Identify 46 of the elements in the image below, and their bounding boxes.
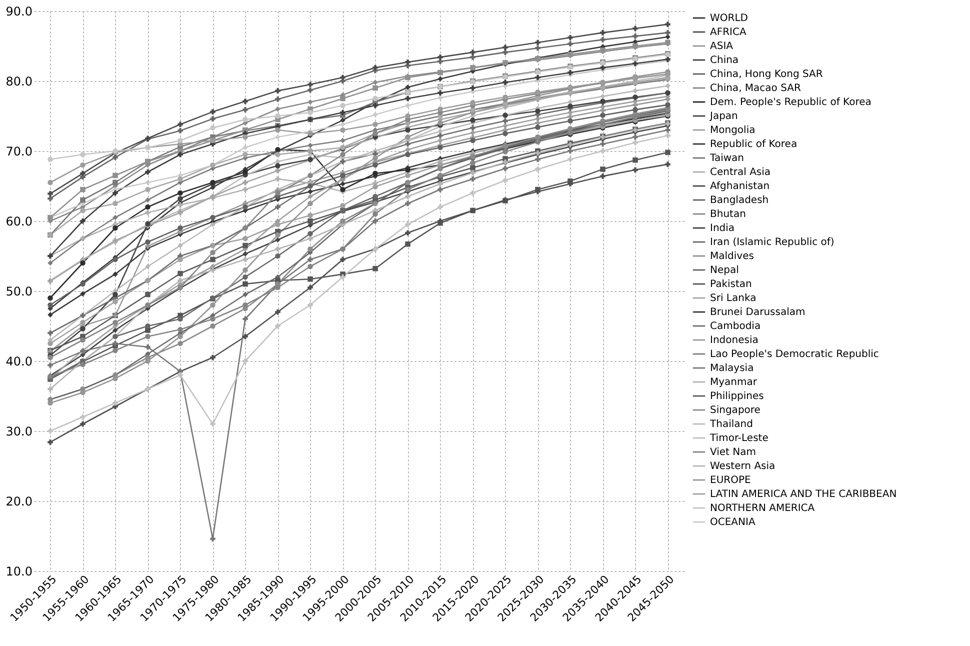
legend-label: Republic of Korea xyxy=(710,139,798,150)
legend-label: Afghanistan xyxy=(710,181,770,192)
legend-label: LATIN AMERICA AND THE CARIBBEAN xyxy=(710,489,897,500)
legend-label: Bangladesh xyxy=(710,195,769,206)
legend-label: China, Hong Kong SAR xyxy=(710,69,823,80)
legend-label: OCEANIA xyxy=(710,517,756,528)
legend-label: Maldives xyxy=(710,251,754,262)
legend-label: Malaysia xyxy=(710,363,754,374)
legend-label: Philippines xyxy=(710,391,764,402)
legend-label: Brunei Darussalam xyxy=(710,307,806,318)
legend-label: Bhutan xyxy=(710,209,746,220)
legend-label: ASIA xyxy=(710,41,734,52)
legend-label: China xyxy=(710,55,739,66)
legend-label: Thailand xyxy=(709,419,753,430)
legend-label: Central Asia xyxy=(710,167,771,178)
legend-label: Cambodia xyxy=(710,321,761,332)
legend-label: Mongolia xyxy=(710,125,756,136)
legend-label: Viet Nam xyxy=(710,447,756,458)
y-tick-label: 70.0 xyxy=(6,144,32,158)
y-tick-label: 20.0 xyxy=(6,494,32,508)
y-tick-label: 60.0 xyxy=(6,214,32,228)
y-tick-label: 80.0 xyxy=(6,74,32,88)
legend-label: Dem. People's Republic of Korea xyxy=(710,97,872,108)
legend-label: WORLD xyxy=(710,13,748,24)
legend-label: Iran (Islamic Republic of) xyxy=(710,237,834,248)
y-tick-label: 50.0 xyxy=(6,284,32,298)
legend-label: NORTHERN AMERICA xyxy=(710,503,815,514)
y-tick-label: 10.0 xyxy=(6,564,32,578)
legend-label: Lao People's Democratic Republic xyxy=(710,349,879,360)
legend-label: India xyxy=(710,223,735,234)
legend-label: Indonesia xyxy=(710,335,758,346)
y-tick-label: 30.0 xyxy=(6,424,32,438)
legend-label: Pakistan xyxy=(710,279,752,290)
legend-label: AFRICA xyxy=(710,27,746,38)
y-tick-label: 40.0 xyxy=(6,354,32,368)
legend-label: Sri Lanka xyxy=(710,293,756,304)
legend-label: Singapore xyxy=(710,405,760,416)
legend-label: EUROPE xyxy=(710,475,751,486)
legend-label: Japan xyxy=(709,111,738,122)
legend-label: Myanmar xyxy=(710,377,758,388)
legend-label: China, Macao SAR xyxy=(710,83,801,94)
legend-label: Nepal xyxy=(710,265,739,276)
legend-label: Western Asia xyxy=(710,461,776,472)
legend-label: Timor-Leste xyxy=(709,433,768,444)
legend-label: Taiwan xyxy=(709,153,744,164)
y-tick-label: 90.0 xyxy=(6,4,32,18)
